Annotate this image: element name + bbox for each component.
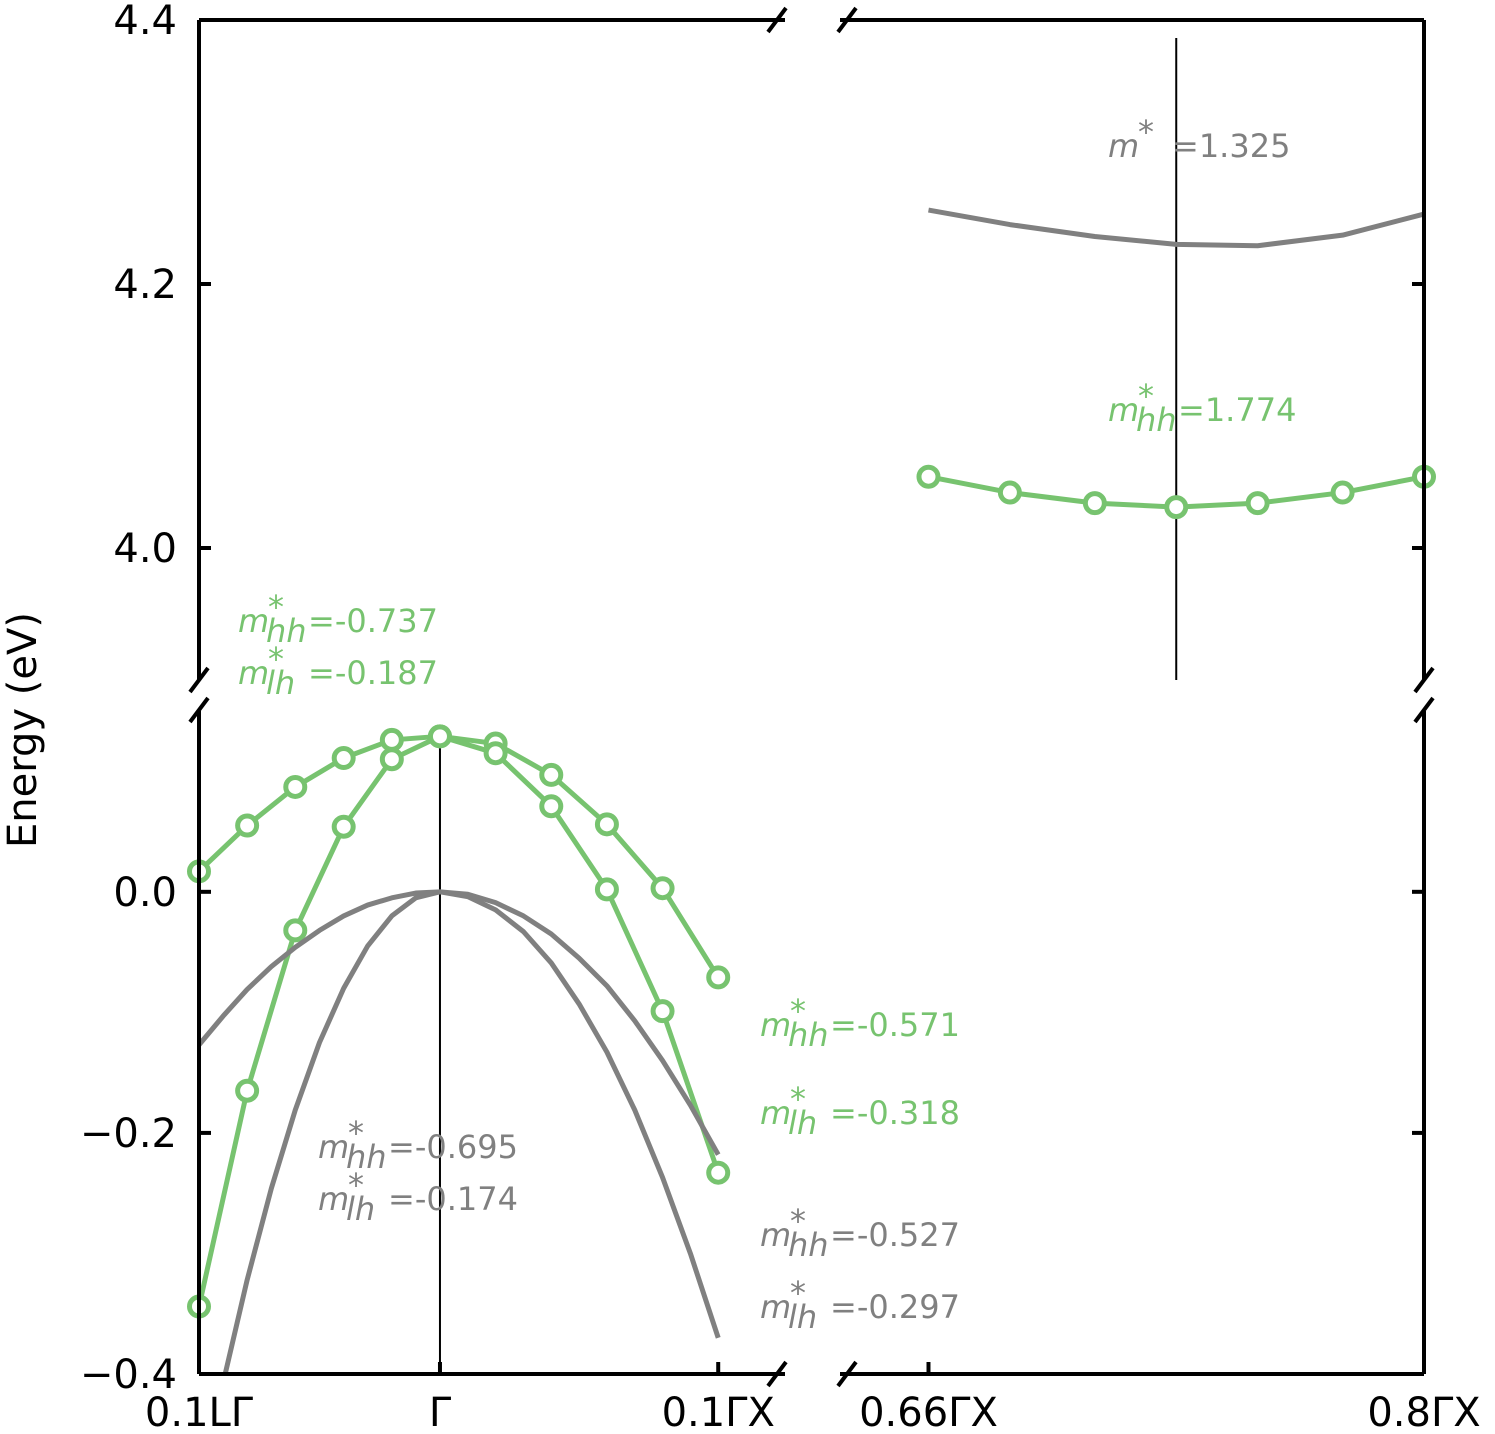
annotation-text: =-0.527 [830, 1216, 960, 1254]
annotation-symbol: m [1108, 391, 1139, 429]
annotation-symbol: m [760, 1094, 791, 1132]
marker [706, 1160, 731, 1185]
annotation-text: =-0.695 [388, 1128, 518, 1166]
annotation-text: =-0.737 [308, 602, 438, 640]
marker [283, 918, 308, 943]
annotation-symbol: m [760, 1288, 791, 1326]
annotation-sub: hh [266, 612, 307, 650]
y-tick-label: 4.2 [113, 262, 177, 308]
marker [594, 877, 619, 902]
marker [379, 747, 404, 772]
x-tick-label: 0.66ΓX [859, 1390, 998, 1434]
marker [539, 794, 564, 819]
marker [539, 762, 564, 787]
annotation-symbol: m [1108, 127, 1139, 165]
marker [1330, 480, 1355, 505]
annotation-text: =-0.571 [830, 1006, 960, 1044]
series-line [928, 207, 1425, 249]
series-line [196, 733, 721, 1308]
marker [594, 812, 619, 837]
annotation-text: =1.325 [1172, 127, 1290, 165]
annotation-sub: hh [1136, 401, 1177, 439]
marker [650, 876, 675, 901]
y-axis-label: Energy (eV) [0, 612, 46, 848]
marker [706, 965, 731, 990]
annotation-sub: hh [788, 1226, 829, 1264]
x-tick-label: 0.1ΓX [662, 1390, 775, 1434]
annotation-sup: * [790, 992, 806, 1030]
annotation-symbol: m [318, 1128, 349, 1166]
marker [997, 480, 1022, 505]
annotation-symbol: m [238, 654, 269, 692]
annotation-sub: lh [266, 664, 295, 702]
annotation-symbol: m [318, 1180, 349, 1218]
annotation-text: =-0.297 [830, 1288, 960, 1326]
annotation: m*lh =-0.174 [318, 1166, 518, 1228]
annotation-sup: * [1138, 113, 1154, 151]
annotation-sub: hh [788, 1016, 829, 1054]
marker [379, 727, 404, 752]
y-tick-label: −0.2 [80, 1111, 177, 1157]
y-tick-label: 0.0 [113, 870, 177, 916]
marker [331, 814, 356, 839]
series-line [222, 889, 721, 1374]
annotation: m*hh =-0.571 [760, 992, 960, 1054]
annotation-sub: lh [788, 1298, 817, 1336]
annotation-text: =-0.187 [308, 654, 438, 692]
y-tick-label: 4.0 [113, 526, 177, 572]
annotation-sup: * [790, 1274, 806, 1312]
x-tick-label: 0.8ΓX [1367, 1390, 1480, 1434]
annotation-symbol: m [760, 1006, 791, 1044]
marker [1164, 495, 1189, 520]
annotation-sup: * [790, 1080, 806, 1118]
marker [1082, 491, 1107, 516]
x-tick-label: 0.1LΓ [145, 1390, 254, 1434]
annotation: m* =1.325 [1108, 113, 1290, 165]
marker [650, 999, 675, 1024]
annotation-symbol: m [238, 602, 269, 640]
marker [331, 746, 356, 771]
marker [427, 724, 452, 749]
marker [235, 813, 260, 838]
annotation-sup: * [268, 640, 284, 678]
annotation-text: =-0.174 [388, 1180, 518, 1218]
series-line [197, 889, 721, 1156]
annotation: m*lh =-0.297 [760, 1274, 960, 1336]
annotation-sup: * [1138, 377, 1154, 415]
annotation: m*lh =-0.318 [760, 1080, 960, 1142]
marker [1245, 491, 1270, 516]
annotation: m*hh =-0.695 [318, 1114, 518, 1176]
annotation: m*hh =1.774 [1108, 377, 1296, 439]
annotation-text: =1.774 [1178, 391, 1296, 429]
annotation-sub: lh [346, 1190, 375, 1228]
annotation-sup: * [348, 1166, 364, 1204]
marker [235, 1078, 260, 1103]
marker [916, 464, 941, 489]
annotation-sub: hh [346, 1138, 387, 1176]
annotation-symbol: m [760, 1216, 791, 1254]
annotation-sup: * [268, 588, 284, 626]
axis-breaks [188, 6, 1435, 1388]
annotation: m*hh =-0.527 [760, 1202, 960, 1264]
marker [283, 774, 308, 799]
y-tick-label: −0.4 [80, 1352, 177, 1398]
annotation-text: =-0.318 [830, 1094, 960, 1132]
x-tick-label: Γ [429, 1390, 452, 1434]
y-tick-label: 4.4 [113, 0, 177, 44]
annotation-sup: * [348, 1114, 364, 1152]
annotation-sup: * [790, 1202, 806, 1240]
marker [483, 741, 508, 766]
annotation: m*hh =-0.737 [238, 588, 438, 650]
series-line [197, 733, 721, 979]
annotation-sub: lh [788, 1104, 817, 1142]
annotation: m*lh =-0.187 [238, 640, 438, 702]
